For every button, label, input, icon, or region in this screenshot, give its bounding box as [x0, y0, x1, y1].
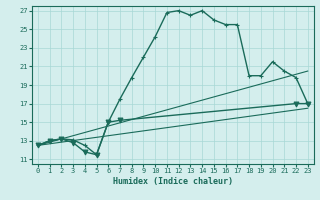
- X-axis label: Humidex (Indice chaleur): Humidex (Indice chaleur): [113, 177, 233, 186]
